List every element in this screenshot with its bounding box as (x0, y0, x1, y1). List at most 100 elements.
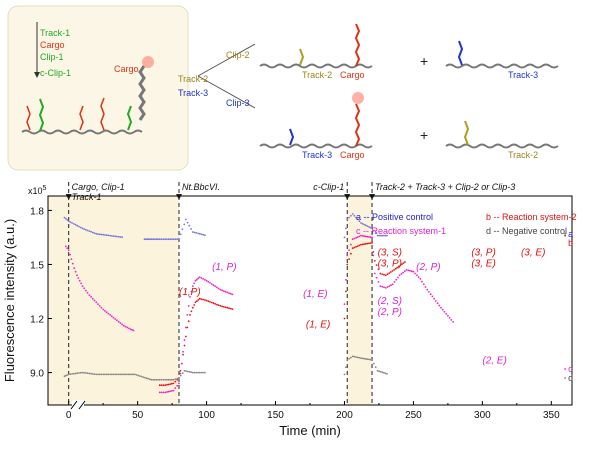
point-a (164, 238, 167, 241)
point-a (114, 235, 117, 238)
point-a (197, 232, 199, 235)
point-d (127, 373, 130, 376)
shaded-regions (48, 196, 373, 405)
point-b (228, 307, 230, 310)
point-d (351, 355, 354, 358)
point-c (81, 285, 84, 287)
point-a (358, 220, 361, 223)
point-c (172, 389, 175, 392)
point-c (351, 238, 354, 241)
point-d (85, 372, 87, 374)
point-a (143, 238, 146, 241)
point-b (373, 260, 376, 262)
point-c (450, 319, 453, 321)
point-c (166, 391, 168, 393)
series-a (63, 213, 566, 241)
point-a (174, 238, 177, 241)
point-c (397, 276, 399, 279)
label-clip-1: Clip-1 (40, 52, 64, 62)
point-c (187, 305, 190, 307)
point-c (391, 283, 394, 286)
point-a (147, 238, 150, 241)
point-c (368, 236, 370, 238)
point-d (366, 358, 369, 361)
point-b (396, 266, 399, 269)
point-d (176, 377, 179, 380)
x-tick-label: 300 (474, 410, 491, 421)
strand-red-2 (79, 105, 84, 131)
point-b (377, 268, 380, 271)
point-b (182, 353, 185, 356)
point-a (66, 219, 69, 221)
point-b (375, 264, 378, 266)
point-d (150, 378, 153, 381)
point-b (169, 383, 172, 385)
legend: a -- Positive control b -- Reaction syste… (356, 212, 577, 236)
point-b (402, 262, 405, 264)
branch-arrow-top (197, 43, 256, 77)
label-clip-3: Clip-3 (226, 98, 250, 108)
point-b (162, 384, 165, 387)
x-tick-label: 250 (405, 410, 422, 421)
point-b (384, 274, 387, 277)
point-c (114, 318, 117, 320)
x-tick-label: 350 (543, 410, 560, 421)
point-a (74, 223, 77, 226)
point-a (110, 235, 113, 237)
point-a (345, 227, 347, 230)
point-c (73, 267, 76, 269)
point-d (71, 373, 73, 375)
point-c (185, 326, 187, 329)
point-c (345, 278, 347, 281)
event-label-3: Track-2 + Track-3 + Clip-2 or Clip-3 (375, 182, 515, 192)
label-track-2-in: Track-2 (178, 74, 208, 84)
point-a (67, 220, 70, 223)
label-top-cargo: Cargo (340, 70, 365, 80)
point-d (181, 372, 184, 375)
point-b (194, 301, 197, 304)
point-c (131, 329, 134, 331)
strand-red-3 (100, 97, 105, 131)
point-d (114, 373, 117, 376)
point-a (169, 238, 172, 241)
point-d (358, 356, 361, 359)
point-c (356, 236, 359, 238)
state-annotation: (1, E) (303, 289, 327, 300)
series-layer (63, 213, 566, 394)
point-b (397, 265, 400, 268)
point-d (65, 374, 67, 377)
point-d (66, 374, 69, 376)
point-c (375, 276, 378, 279)
point-b (371, 241, 373, 244)
point-c (85, 289, 87, 292)
point-d (129, 373, 132, 376)
event-label-0: Cargo, Clip-1 (72, 182, 125, 192)
point-a (90, 230, 92, 233)
point-c (112, 316, 115, 319)
point-c (348, 249, 350, 251)
point-b (189, 314, 191, 316)
point-d (197, 371, 199, 374)
point-d (135, 374, 138, 376)
point-a (195, 232, 198, 234)
point-a (158, 238, 161, 241)
point-b (210, 301, 213, 304)
point-b (399, 264, 402, 267)
point-b (389, 271, 392, 273)
point-a (371, 227, 373, 230)
point-d (172, 378, 175, 381)
point-c (90, 296, 92, 298)
point-d (116, 373, 118, 376)
point-b (363, 243, 366, 245)
point-d (363, 357, 366, 360)
point-a (81, 227, 84, 230)
state-annotation: (1, P) (212, 262, 236, 273)
x-tick-label: 50 (132, 410, 144, 421)
point-d (185, 370, 188, 372)
point-b (229, 307, 232, 310)
axis-break-mark (78, 400, 86, 410)
point-a (79, 226, 82, 229)
point-b (350, 252, 352, 255)
point-d (170, 378, 173, 381)
plus-bottom: + (420, 127, 428, 143)
